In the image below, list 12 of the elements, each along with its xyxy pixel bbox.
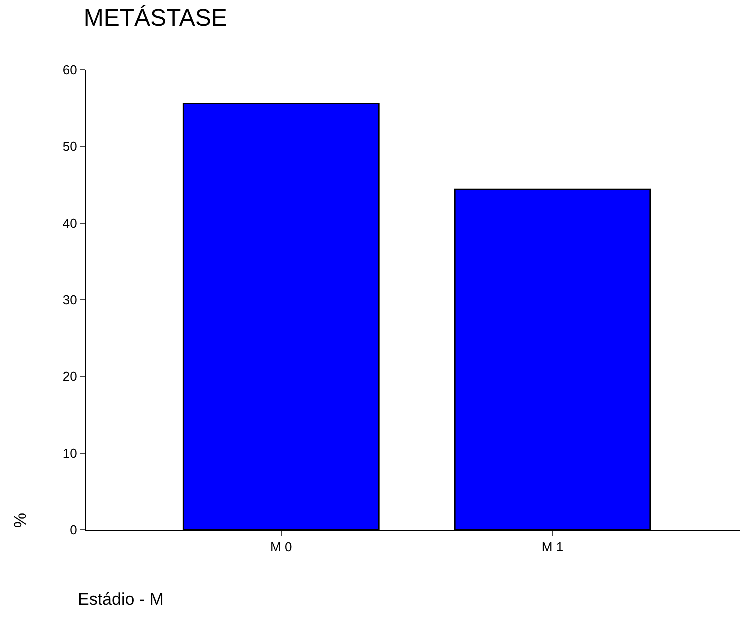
y-tick-label: 20 (62, 369, 78, 384)
y-axis-title: % (11, 512, 30, 528)
x-axis-title: Estádio - M (78, 590, 164, 609)
y-tick-label: 50 (62, 139, 78, 154)
y-tick-label: 10 (62, 446, 78, 461)
y-tick-label: 40 (62, 216, 78, 231)
y-tick-label: 0 (70, 522, 78, 538)
x-tick-label: M 1 (542, 540, 564, 555)
x-tick-label: M 0 (270, 540, 292, 555)
chart-title: METÁSTASE (84, 5, 228, 32)
y-tick-label: 30 (62, 292, 78, 308)
y-tick-label: 60 (62, 62, 78, 78)
